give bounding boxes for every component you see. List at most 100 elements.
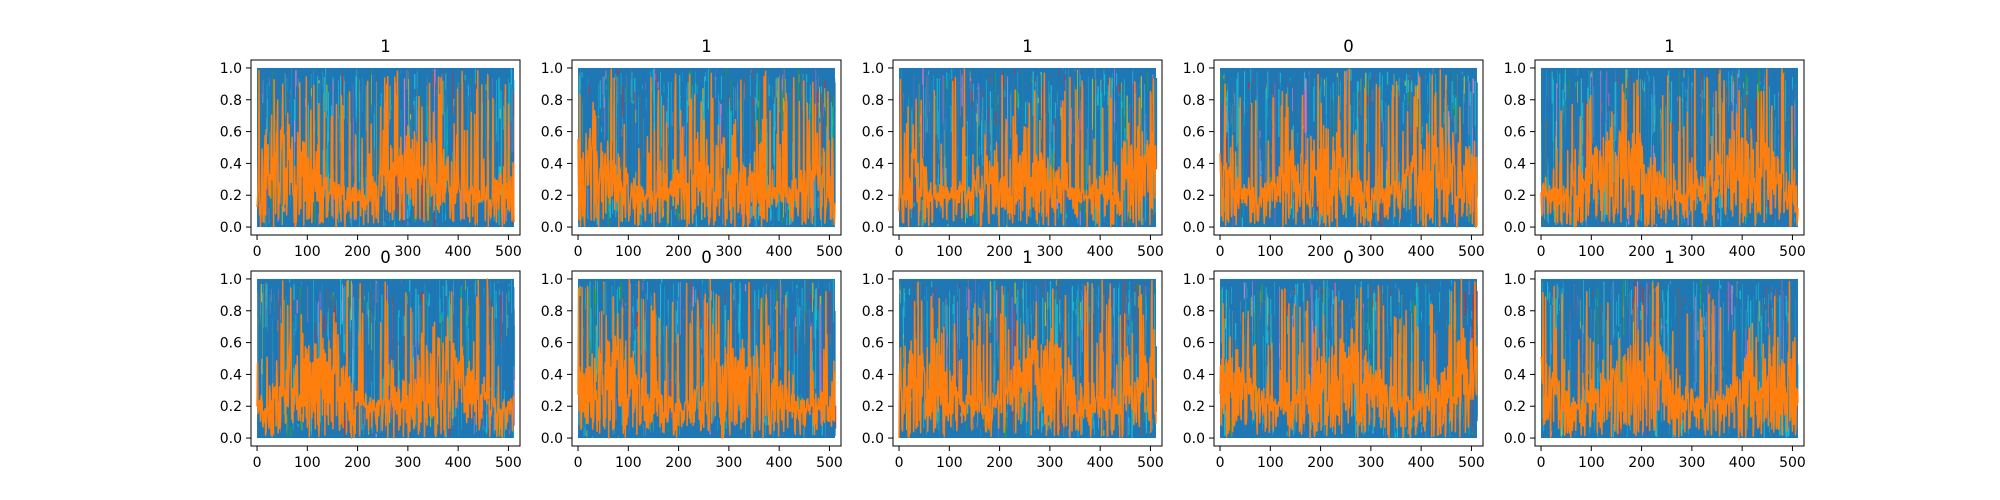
series-segment (818, 75, 819, 88)
series-segment (915, 185, 916, 203)
x-tick-label: 100 (936, 244, 963, 260)
y-tick-label: 0.4 (862, 156, 884, 172)
series-segment (1101, 79, 1102, 91)
series-segment (938, 111, 939, 139)
series-segment (356, 69, 357, 109)
series-segment (502, 95, 503, 184)
series-segment (744, 99, 745, 152)
series-segment (1613, 142, 1614, 150)
series-segment (1066, 204, 1067, 210)
y-tick-label: 0.6 (220, 336, 242, 352)
x-tick-label: 100 (615, 244, 642, 260)
series-segment (622, 137, 623, 161)
series-segment (1227, 90, 1228, 133)
series-segment (1124, 79, 1125, 116)
y-tick-label: 0.6 (220, 125, 242, 141)
series-segment (1565, 69, 1566, 100)
series-segment (356, 299, 357, 393)
series-segment (328, 312, 329, 336)
subplot-title: 1 (701, 37, 712, 56)
series-segment (929, 135, 930, 151)
series-segment (750, 96, 752, 159)
x-tick-label: 500 (816, 244, 843, 260)
series-segment (1019, 113, 1021, 150)
series-segment (1243, 108, 1244, 116)
series-segment (1228, 121, 1229, 126)
y-tick-label: 1.0 (1504, 61, 1526, 77)
series-segment (622, 86, 623, 118)
series-segment (278, 289, 279, 301)
series-segment (772, 99, 773, 224)
series-segment (357, 132, 358, 165)
series-segment (797, 107, 798, 167)
series-segment (1654, 132, 1655, 153)
series-segment (364, 404, 365, 429)
series-segment (631, 103, 632, 183)
series-segment (1357, 118, 1358, 177)
series-segment (604, 77, 605, 108)
series-segment (1754, 100, 1755, 172)
series-segment (366, 213, 367, 214)
series-segment (606, 71, 607, 80)
x-tick-label: 400 (766, 244, 793, 260)
series-segment (1785, 80, 1786, 126)
series-segment (1542, 138, 1543, 186)
series-segment (401, 283, 402, 388)
series-segment (914, 205, 915, 216)
series-segment (353, 84, 354, 165)
series-segment (621, 74, 622, 95)
series-segment (944, 79, 945, 108)
series-segment (1582, 103, 1583, 176)
series-segment (348, 310, 350, 362)
series-segment (818, 197, 819, 208)
series-segment (438, 420, 439, 421)
series-segment (363, 91, 365, 155)
y-tick-label: 0.4 (1183, 156, 1205, 172)
subplot-2: 0 100 200 300 400 5000.00.20.40.60.81.01 (541, 37, 843, 260)
x-tick-label: 100 (1578, 244, 1605, 260)
series-segment (400, 71, 401, 72)
series-segment (1347, 123, 1348, 163)
series-segment (1007, 79, 1008, 120)
series-segment (1235, 76, 1236, 153)
x-tick-label: 500 (1458, 244, 1485, 260)
series-segment (1422, 127, 1423, 140)
y-tick-label: 0.6 (1183, 125, 1205, 141)
subplot-6: 0 100 200 300 400 5000.00.20.40.60.81.00 (220, 248, 522, 471)
plot-area (257, 279, 515, 438)
y-tick-label: 0.0 (220, 220, 242, 236)
series-segment (381, 94, 382, 97)
series-segment (1647, 71, 1648, 75)
series-segment (1551, 103, 1552, 166)
x-tick-label: 300 (1358, 244, 1385, 260)
series-segment (1718, 213, 1719, 219)
series-segment (1704, 120, 1705, 166)
x-tick-label: 200 (1307, 244, 1334, 260)
x-tick-label: 400 (445, 244, 472, 260)
series-segment (1794, 217, 1795, 222)
series-segment (257, 293, 258, 372)
y-tick-label: 0.0 (220, 431, 242, 447)
series-segment (1084, 80, 1086, 151)
series-segment (1549, 82, 1550, 180)
y-tick-label: 0.8 (220, 304, 242, 320)
x-tick-label: 500 (1779, 244, 1806, 260)
series-segment (311, 417, 312, 435)
series-segment (1557, 88, 1558, 148)
x-tick-label: 200 (665, 244, 692, 260)
series-segment (417, 72, 418, 89)
series-segment (1058, 206, 1059, 218)
series-segment (635, 123, 637, 172)
series-segment (801, 107, 802, 179)
series-segment (1731, 75, 1732, 102)
series-segment (600, 80, 601, 108)
series-segment (497, 97, 498, 169)
series-segment (1048, 112, 1049, 162)
series-segment (1119, 121, 1120, 181)
series-segment (394, 329, 395, 387)
subplot-title: 0 (1343, 37, 1354, 56)
series-segment (1746, 91, 1747, 95)
series-segment (364, 306, 366, 380)
series-segment (408, 221, 409, 225)
series-segment (642, 93, 643, 196)
